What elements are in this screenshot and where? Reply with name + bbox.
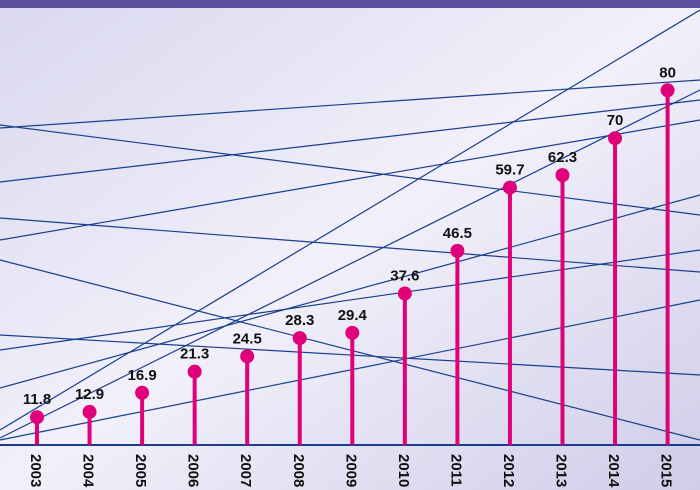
value-label: 16.9	[127, 367, 156, 384]
dot	[503, 181, 517, 195]
x-tick-label: 2007	[237, 454, 254, 487]
x-tick-label: 2015	[658, 454, 675, 487]
x-tick-label: 2004	[80, 454, 97, 488]
x-tick-label: 2005	[132, 454, 149, 487]
dot	[293, 331, 307, 345]
value-label: 11.8	[23, 391, 51, 408]
x-tick-label: 2008	[290, 454, 307, 487]
dot	[83, 405, 97, 419]
value-label: 29.4	[338, 307, 368, 324]
value-label: 62.3	[548, 149, 577, 166]
value-label: 80	[659, 64, 676, 81]
value-label: 46.5	[443, 225, 472, 242]
value-label: 24.5	[233, 330, 262, 347]
value-label: 12.9	[75, 386, 104, 403]
value-label: 59.7	[495, 162, 524, 179]
value-label: 21.3	[180, 346, 209, 363]
x-tick-label: 2013	[553, 454, 570, 487]
dot	[188, 365, 202, 379]
x-tick-label: 2006	[185, 454, 202, 487]
dot	[240, 349, 254, 363]
x-tick-label: 2010	[395, 454, 412, 487]
x-tick-label: 2011	[447, 454, 464, 487]
value-label: 70	[607, 112, 624, 129]
x-tick-label: 2003	[27, 454, 44, 487]
top-bar	[0, 0, 700, 8]
value-label: 28.3	[285, 312, 314, 329]
dot	[556, 168, 570, 182]
dot	[345, 326, 359, 340]
dot	[30, 410, 44, 424]
dot	[661, 83, 675, 97]
dot	[450, 244, 464, 258]
x-tick-label: 2012	[500, 454, 517, 487]
page: {"chart_data": {"type": "lollipop", "cat…	[0, 0, 700, 490]
chart: 11.8 2003 12.9 2004 16.9 2005 21.3 2006 24.5 2007…	[0, 0, 700, 490]
dot	[608, 131, 622, 145]
dot	[398, 287, 412, 301]
x-tick-label: 2009	[342, 454, 359, 487]
x-tick-label: 2014	[605, 454, 622, 488]
value-label: 37.6	[390, 268, 419, 285]
dot	[135, 386, 149, 400]
